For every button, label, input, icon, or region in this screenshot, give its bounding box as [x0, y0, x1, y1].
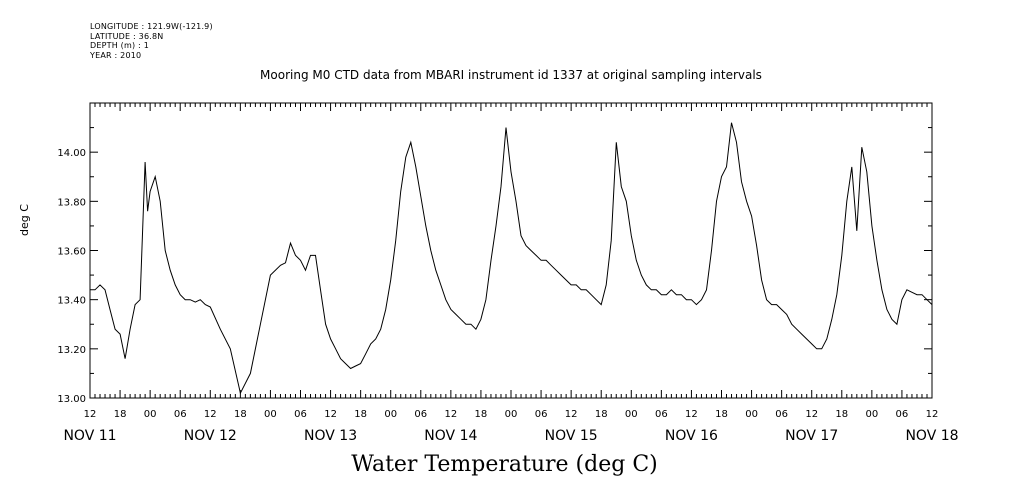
latitude-text: LATITUDE : 36.8N — [90, 31, 164, 41]
x-hour-tick-label: 18 — [475, 409, 488, 420]
y-tick-label: 14.00 — [57, 148, 86, 159]
longitude-text: LONGITUDE : 121.9W(-121.9) — [90, 22, 213, 31]
x-day-label: NOV 16 — [665, 428, 718, 444]
x-day-label: NOV 13 — [304, 428, 357, 444]
tick-labels-group: 12 18 00 06 12 18 00 06 12 18 00 06 12 18 00 06 12 18 00 06… — [57, 148, 958, 444]
x-hour-tick-label: 18 — [715, 409, 728, 420]
x-hour-tick-label: 00 — [384, 409, 397, 420]
x-day-label: NOV 12 — [184, 428, 237, 444]
x-day-label: NOV 17 — [785, 428, 838, 444]
x-hour-tick-label: 12 — [84, 409, 97, 420]
x-hour-tick-label: 18 — [354, 409, 367, 420]
x-hour-tick-label: 12 — [324, 409, 337, 420]
plot-group — [90, 122, 933, 395]
metadata-block: LONGITUDE : 121.9W(-121.9) LATITUDE : 36… — [90, 22, 213, 60]
x-hour-tick-label: 00 — [865, 409, 878, 420]
y-tick-label: 13.80 — [57, 197, 86, 208]
x-hour-tick-label: 06 — [414, 409, 427, 420]
y-axis-label: deg C — [18, 204, 31, 236]
x-hour-tick-label: 12 — [204, 409, 217, 420]
chart-title: Mooring M0 CTD data from MBARI instrumen… — [260, 68, 762, 82]
y-tick-label: 13.40 — [57, 296, 86, 307]
year-text: YEAR : 2010 — [90, 50, 142, 60]
y-tick-label: 13.00 — [57, 394, 86, 405]
x-axis-title: Water Temperature (deg C) — [351, 452, 658, 477]
depth-text: DEPTH (m) : 1 — [90, 41, 149, 50]
x-hour-tick-label: 06 — [294, 409, 307, 420]
x-hour-tick-label: 06 — [896, 409, 909, 420]
x-hour-tick-label: 18 — [595, 409, 608, 420]
series-line-water-temperature — [90, 122, 933, 395]
x-hour-tick-label: 12 — [805, 409, 818, 420]
x-hour-tick-label: 18 — [114, 409, 127, 420]
x-hour-tick-label: 00 — [264, 409, 277, 420]
x-hour-tick-label: 18 — [234, 409, 247, 420]
x-hour-tick-label: 12 — [565, 409, 578, 420]
x-hour-tick-label: 00 — [745, 409, 758, 420]
x-day-label: NOV 15 — [545, 428, 598, 444]
x-hour-tick-label: 00 — [144, 409, 157, 420]
axes-group — [89, 102, 933, 399]
x-day-label: NOV 18 — [905, 428, 958, 444]
x-day-label: NOV 11 — [63, 428, 116, 444]
ticks-group — [89, 102, 933, 399]
x-hour-tick-label: 00 — [625, 409, 638, 420]
x-hour-tick-label: 12 — [685, 409, 698, 420]
x-hour-tick-label: 06 — [174, 409, 187, 420]
x-hour-tick-label: 06 — [535, 409, 548, 420]
x-hour-tick-label: 06 — [775, 409, 788, 420]
x-hour-tick-label: 12 — [926, 409, 939, 420]
x-hour-tick-label: 00 — [505, 409, 518, 420]
x-hour-tick-label: 12 — [444, 409, 457, 420]
y-tick-label: 13.60 — [57, 247, 86, 258]
plot-frame — [89, 102, 933, 399]
x-hour-tick-label: 18 — [835, 409, 848, 420]
x-hour-tick-label: 06 — [655, 409, 668, 420]
x-day-label: NOV 14 — [424, 428, 477, 444]
y-tick-label: 13.20 — [57, 345, 86, 356]
